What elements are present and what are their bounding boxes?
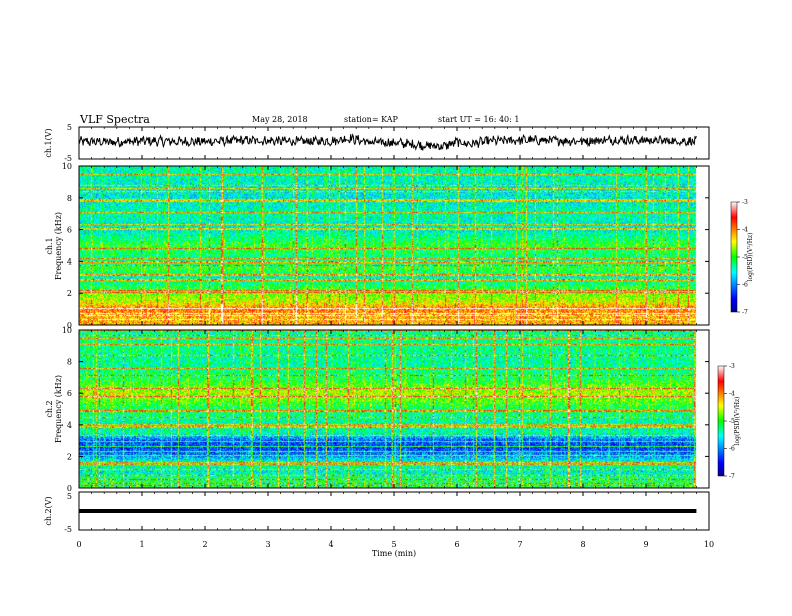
ch1-waveform-line (79, 133, 697, 151)
ch1-spectrogram-yticks: 0 2 4 6 8 10 (62, 162, 709, 330)
x-tick-label: 3 (265, 540, 270, 549)
y-tick-label: 4 (67, 257, 72, 266)
y-tick-label: 8 (67, 194, 72, 203)
x-tick-label: 8 (580, 540, 585, 549)
ch1-waveform-ytick-top: 5 (67, 123, 72, 132)
ch1-waveform-ylabel: ch.1(V) (44, 128, 53, 157)
x-tick-label: 2 (202, 540, 207, 549)
y-tick-label: 4 (67, 421, 72, 430)
colorbar-tick-label: -7 (729, 473, 735, 480)
ch2-waveform-panel: 5 -5 ch.2(V) (44, 491, 710, 534)
y-tick-label: 8 (67, 358, 72, 367)
ch1-waveform-ytick-bottom: -5 (64, 154, 72, 163)
x-tick-label: 10 (704, 540, 714, 549)
x-tick-label: 4 (328, 540, 333, 549)
y-tick-label: 2 (67, 289, 72, 298)
x-tick-label: 5 (391, 540, 396, 549)
colorbar-tick-label: -4 (729, 391, 735, 398)
colorbar-tick-label: -5 (729, 418, 735, 425)
ch2-waveform-ytick-bottom: -5 (64, 525, 72, 534)
y-tick-label: 10 (62, 326, 72, 335)
ch2-label-channel: ch.2 (45, 400, 54, 417)
x-tick-label: 9 (643, 540, 648, 549)
y-tick-label: 10 (62, 162, 72, 171)
ch1-waveform-panel: 5 -5 ch.1(V) (44, 123, 710, 163)
x-tick-label: 6 (454, 540, 459, 549)
header-station: station= KAP (344, 115, 399, 124)
y-tick-label: 6 (67, 226, 72, 235)
ch2-waveform-ytick-top: 5 (67, 492, 72, 501)
ch1-label-channel: ch.1 (45, 237, 54, 254)
ch1-colorbar-label: log(PSD)(V²/Hz) (747, 233, 754, 282)
colorbar-tick-label: -3 (742, 199, 748, 206)
x-axis-ticks: 0 1 2 3 4 5 6 7 8 9 10 (76, 127, 714, 549)
ch2-waveform-ylabel: ch.2(V) (44, 496, 53, 525)
chart-title: VLF Spectra (79, 113, 150, 126)
header-start-time: start UT = 16: 40: 1 (438, 115, 519, 124)
colorbar-tick-label: -4 (742, 227, 748, 234)
ch2-spectrogram-yticks: 0 2 4 6 8 10 (62, 326, 709, 493)
colorbar-tick-label: -6 (729, 446, 735, 453)
colorbar-tick-label: -3 (729, 363, 735, 370)
colorbar-tick-label: -7 (742, 309, 748, 316)
ch1-spectrogram-ylabel-text: Frequency (kHz) (54, 212, 63, 280)
ch2-colorbar-label: log(PSD)(V²/Hz) (734, 397, 741, 446)
ch1-colorbar (730, 201, 738, 313)
colorbar-tick-label: -5 (742, 254, 748, 261)
ch2-spectrogram-ylabel-text: Frequency (kHz) (54, 375, 63, 443)
x-tick-label: 7 (517, 540, 522, 549)
x-axis-label: Time (min) (372, 549, 416, 558)
ch1-colorbar-ticks: -3 -4 -5 -6 -7 (737, 199, 748, 316)
y-tick-label: 0 (67, 484, 72, 493)
ch1-spectrogram-image (79, 166, 709, 325)
x-tick-label: 0 (76, 540, 81, 549)
ch2-colorbar (717, 365, 725, 477)
y-tick-label: 6 (67, 389, 72, 398)
x-tick-label: 1 (139, 540, 144, 549)
y-tick-label: 2 (67, 452, 72, 461)
ch1-spectrogram-ylabel: ch.1 (45, 237, 54, 254)
ch2-spectrogram-image (79, 330, 709, 488)
y-tick-label: 0 (67, 321, 72, 330)
header-date: May 28, 2018 (252, 115, 308, 124)
ch2-colorbar-ticks: -3 -4 -5 -6 -7 (724, 363, 735, 480)
colorbar-tick-label: -6 (742, 282, 748, 289)
